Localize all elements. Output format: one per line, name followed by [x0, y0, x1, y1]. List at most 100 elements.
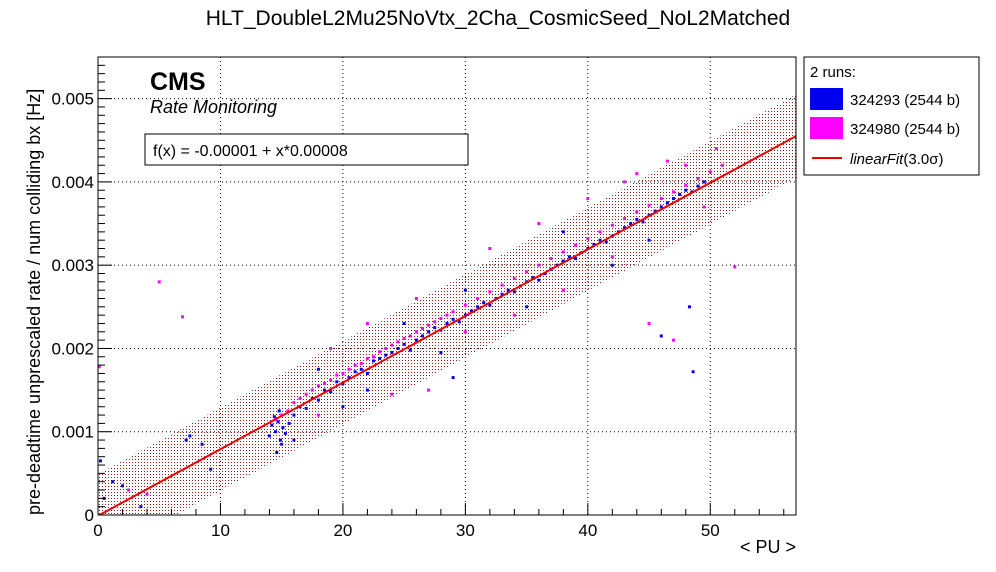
data-point-s1-95	[120, 484, 124, 488]
data-point-s2-52	[721, 163, 725, 167]
data-point-s2-8	[323, 381, 327, 385]
data-point-s1-91	[659, 334, 663, 338]
data-point-s1-7	[272, 415, 276, 419]
y-tick-label-2: 0.002	[51, 339, 94, 358]
data-point-s2-29	[451, 310, 455, 314]
data-point-s1-79	[365, 388, 369, 392]
data-point-s1-26	[390, 351, 394, 355]
data-point-s2-57	[647, 321, 651, 325]
data-point-s2-12	[347, 367, 351, 371]
data-point-s1-12	[304, 406, 308, 410]
data-point-s2-65	[365, 321, 369, 325]
legend-label-run-324980: 324980 (2544 b)	[850, 121, 960, 138]
fit-line	[98, 135, 796, 515]
x-tick-label-1: 10	[211, 521, 230, 540]
data-point-s2-54	[665, 159, 669, 163]
data-point-s1-19	[347, 376, 351, 380]
data-point-s2-3	[292, 401, 296, 405]
data-point-s1-56	[574, 257, 578, 261]
data-point-s2-70	[702, 205, 706, 209]
data-point-s2-62	[488, 247, 492, 251]
data-point-s2-30	[463, 303, 467, 307]
data-point-s1-102	[292, 438, 296, 442]
data-point-s2-13	[353, 363, 357, 367]
data-point-s1-10	[292, 413, 296, 417]
data-point-s2-15	[365, 356, 369, 360]
data-point-s1-8	[277, 409, 281, 413]
data-point-s2-43	[623, 217, 627, 221]
series-2	[98, 147, 737, 496]
data-point-s1-35	[445, 321, 449, 325]
data-point-s1-25	[384, 353, 388, 357]
data-point-s1-66	[635, 217, 639, 221]
legend-swatch-run-324293	[810, 88, 843, 110]
data-point-s2-55	[623, 180, 627, 184]
data-point-s2-22	[408, 334, 412, 338]
data-point-s2-11	[341, 371, 345, 375]
data-point-s1-84	[402, 321, 406, 325]
y-tick-label-1: 0.001	[51, 423, 94, 442]
data-point-s1-76	[696, 184, 700, 188]
data-point-s1-30	[414, 338, 418, 342]
data-point-s2-66	[329, 346, 333, 350]
data-point-s2-78	[127, 488, 131, 492]
x-tick-label-3: 30	[456, 521, 475, 540]
data-point-s1-6	[283, 431, 287, 435]
data-point-s1-23	[372, 359, 376, 363]
data-point-s2-2	[286, 409, 290, 413]
data-point-s2-4	[298, 396, 302, 400]
data-point-s1-80	[439, 351, 443, 355]
axis-ticks: 0 10 20 30 40 50 0 0.001 0.002 0.003 0.004 0.005	[51, 64, 785, 540]
data-point-s2-24	[421, 326, 425, 330]
data-point-s1-17	[335, 380, 339, 384]
data-point-s1-100	[209, 467, 213, 471]
x-axis-label: < PU >	[740, 537, 796, 557]
data-point-s1-72	[672, 197, 676, 201]
x-tick-label-2: 20	[333, 521, 352, 540]
data-point-s2-7	[316, 384, 320, 388]
chart-title: HLT_DoubleL2Mu25NoVtx_2Cha_CosmicSeed_No…	[206, 7, 790, 30]
data-point-s1-78	[316, 367, 320, 371]
data-point-s1-71	[665, 201, 669, 205]
data-point-s2-28	[445, 313, 449, 317]
data-point-s2-17	[378, 350, 382, 354]
data-point-s1-33	[433, 326, 437, 330]
data-point-s2-37	[549, 257, 553, 261]
data-point-s2-16	[372, 355, 376, 359]
data-point-s1-2	[274, 430, 278, 434]
data-point-s2-42	[610, 223, 614, 227]
data-point-s2-33	[500, 283, 504, 287]
data-point-s2-18	[384, 346, 388, 350]
data-point-s1-46	[512, 290, 516, 294]
legend-box	[803, 56, 980, 176]
data-point-s1-1	[270, 423, 274, 427]
fit-formula-box	[144, 133, 469, 166]
data-point-s2-46	[659, 197, 663, 201]
data-point-s1-89	[691, 370, 695, 374]
legend-header: 2 runs:	[810, 64, 856, 81]
data-point-s2-31	[476, 296, 480, 300]
fit-line-layer	[98, 135, 796, 515]
data-point-s1-86	[647, 238, 651, 242]
data-point-s2-72	[635, 172, 639, 176]
cms-label: CMS	[150, 68, 206, 96]
y-tick-label-3: 0.003	[51, 256, 94, 275]
fit-confidence-band	[98, 94, 796, 515]
data-point-s2-67	[414, 296, 418, 300]
data-point-s2-56	[672, 338, 676, 342]
data-point-s1-49	[531, 276, 535, 280]
data-point-s2-44	[635, 210, 639, 214]
data-point-s2-76	[98, 365, 101, 369]
data-point-s1-44	[500, 292, 504, 296]
data-point-s1-54	[561, 259, 565, 263]
data-point-s1-9	[287, 421, 291, 425]
data-point-s1-0	[267, 434, 271, 438]
data-point-s2-21	[402, 336, 406, 340]
data-point-s1-59	[592, 242, 596, 246]
fit-band-area	[98, 94, 796, 515]
data-point-s1-36	[451, 317, 455, 321]
data-point-s2-61	[390, 392, 394, 396]
data-point-s2-77	[145, 492, 149, 496]
data-point-s1-83	[463, 288, 467, 292]
